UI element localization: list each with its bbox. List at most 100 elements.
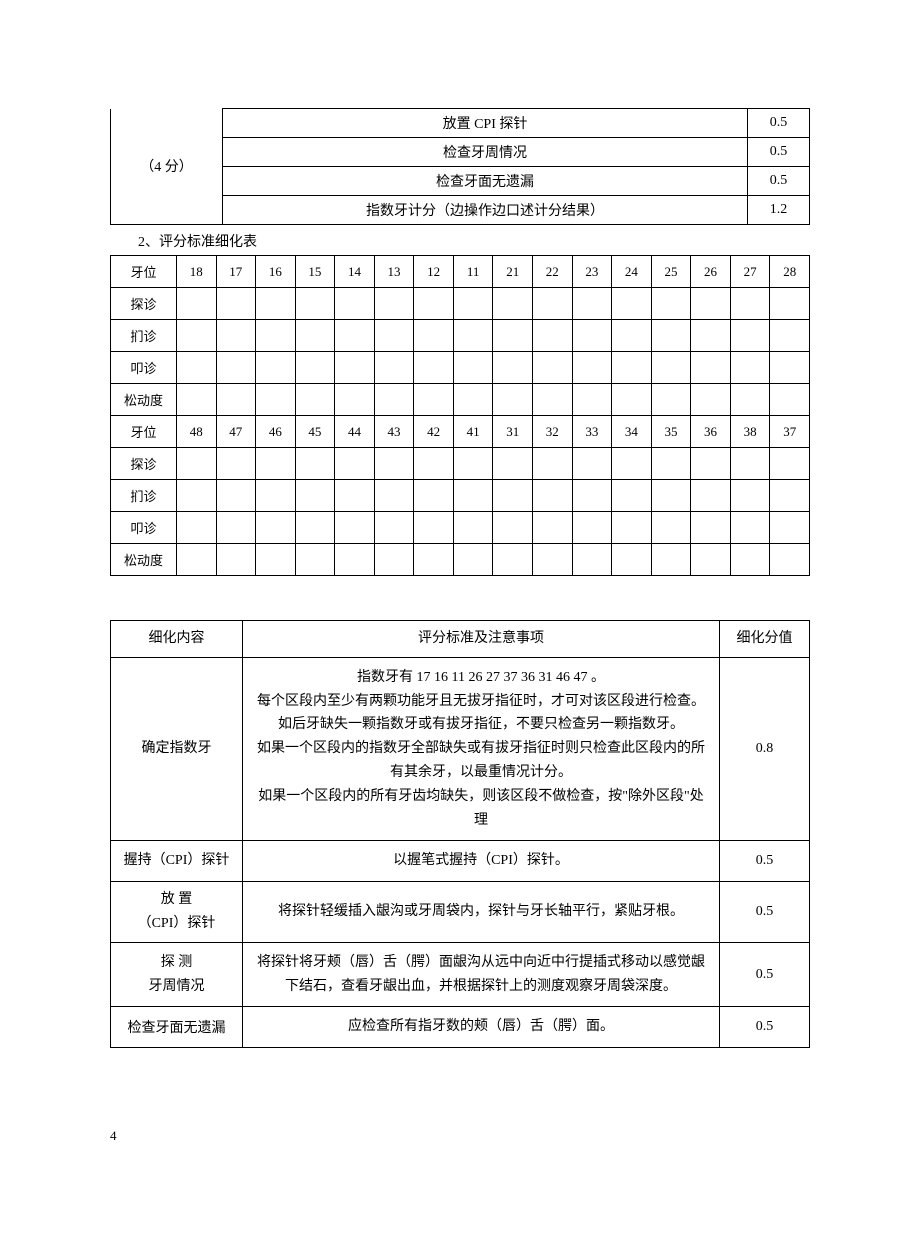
empty-cell bbox=[493, 448, 533, 480]
empty-cell bbox=[533, 320, 573, 352]
empty-cell bbox=[295, 320, 335, 352]
tooth-number-cell: 42 bbox=[414, 416, 454, 448]
empty-cell bbox=[691, 288, 731, 320]
empty-cell bbox=[453, 320, 493, 352]
empty-cell bbox=[216, 384, 256, 416]
empty-cell bbox=[453, 544, 493, 576]
empty-cell bbox=[612, 480, 652, 512]
tooth-number-cell: 15 bbox=[295, 256, 335, 288]
empty-cell bbox=[691, 480, 731, 512]
empty-cell bbox=[414, 448, 454, 480]
empty-cell bbox=[453, 512, 493, 544]
empty-cell bbox=[453, 448, 493, 480]
empty-cell bbox=[295, 288, 335, 320]
tooth-number-cell: 23 bbox=[572, 256, 612, 288]
row-label: 松动度 bbox=[111, 384, 177, 416]
table-row: 叩诊 bbox=[111, 512, 810, 544]
section-heading: 2、评分标准细化表 bbox=[138, 231, 810, 251]
empty-cell bbox=[493, 320, 533, 352]
tooth-number-cell: 45 bbox=[295, 416, 335, 448]
empty-cell bbox=[295, 384, 335, 416]
empty-cell bbox=[493, 352, 533, 384]
empty-cell bbox=[453, 352, 493, 384]
empty-cell bbox=[374, 288, 414, 320]
empty-cell bbox=[533, 480, 573, 512]
empty-cell bbox=[216, 480, 256, 512]
empty-cell bbox=[414, 480, 454, 512]
table-row: 扪诊 bbox=[111, 480, 810, 512]
empty-cell bbox=[770, 544, 810, 576]
spacer bbox=[110, 576, 810, 620]
criteria-cell: 将探针将牙颊（唇）舌（腭）面龈沟从远中向近中行提插式移动以感觉龈下结石，查看牙龈… bbox=[243, 942, 720, 1007]
empty-cell bbox=[335, 480, 375, 512]
tooth-number-cell: 18 bbox=[176, 256, 216, 288]
empty-cell bbox=[374, 480, 414, 512]
tooth-number-cell: 34 bbox=[612, 416, 652, 448]
empty-cell bbox=[295, 352, 335, 384]
tooth-number-cell: 31 bbox=[493, 416, 533, 448]
empty-cell bbox=[493, 512, 533, 544]
tooth-number-cell: 47 bbox=[216, 416, 256, 448]
empty-cell bbox=[414, 320, 454, 352]
header-detail-content: 细化内容 bbox=[111, 621, 243, 658]
tooth-number-cell: 36 bbox=[691, 416, 731, 448]
empty-cell bbox=[770, 512, 810, 544]
row-label: 松动度 bbox=[111, 544, 177, 576]
empty-cell bbox=[453, 384, 493, 416]
empty-cell bbox=[216, 544, 256, 576]
empty-cell bbox=[691, 352, 731, 384]
score-desc: 指数牙计分（边操作边口述计分结果） bbox=[223, 196, 748, 225]
tooth-number-cell: 35 bbox=[651, 416, 691, 448]
empty-cell bbox=[216, 352, 256, 384]
empty-cell bbox=[256, 512, 296, 544]
empty-cell bbox=[770, 288, 810, 320]
empty-cell bbox=[176, 288, 216, 320]
score-value: 0.5 bbox=[748, 109, 810, 138]
table-row: （4 分） 放置 CPI 探针 0.5 bbox=[111, 109, 810, 138]
tooth-number-cell: 17 bbox=[216, 256, 256, 288]
criteria-cell: 指数牙有 17 16 11 26 27 37 36 31 46 47 。 每个区… bbox=[243, 657, 720, 841]
empty-cell bbox=[770, 320, 810, 352]
empty-cell bbox=[414, 352, 454, 384]
score-desc: 检查牙面无遗漏 bbox=[223, 167, 748, 196]
empty-cell bbox=[414, 384, 454, 416]
criteria-cell: 应检查所有指牙数的颊（唇）舌（腭）面。 bbox=[243, 1007, 720, 1048]
table-row: 扪诊 bbox=[111, 320, 810, 352]
empty-cell bbox=[572, 448, 612, 480]
empty-cell bbox=[216, 320, 256, 352]
tooth-number-cell: 43 bbox=[374, 416, 414, 448]
empty-cell bbox=[176, 480, 216, 512]
empty-cell bbox=[651, 448, 691, 480]
table-row: 确定指数牙指数牙有 17 16 11 26 27 37 36 31 46 47 … bbox=[111, 657, 810, 841]
empty-cell bbox=[612, 384, 652, 416]
tooth-number-cell: 46 bbox=[256, 416, 296, 448]
empty-cell bbox=[770, 384, 810, 416]
tooth-number-cell: 13 bbox=[374, 256, 414, 288]
tooth-number-cell: 26 bbox=[691, 256, 731, 288]
tooth-number-cell: 25 bbox=[651, 256, 691, 288]
empty-cell bbox=[374, 352, 414, 384]
empty-cell bbox=[493, 480, 533, 512]
scoring-table-1: （4 分） 放置 CPI 探针 0.5 检查牙周情况 0.5 检查牙面无遗漏 0… bbox=[110, 108, 810, 225]
empty-cell bbox=[572, 544, 612, 576]
table-header-row: 细化内容 评分标准及注意事项 细化分值 bbox=[111, 621, 810, 658]
tooth-number-cell: 12 bbox=[414, 256, 454, 288]
criteria-cell: 以握笔式握持（CPI）探针。 bbox=[243, 841, 720, 882]
page-number: 4 bbox=[110, 1128, 810, 1144]
empty-cell bbox=[176, 384, 216, 416]
tooth-number-cell: 38 bbox=[730, 416, 770, 448]
row-label: 探诊 bbox=[111, 288, 177, 320]
tooth-number-cell: 16 bbox=[256, 256, 296, 288]
page-content: （4 分） 放置 CPI 探针 0.5 检查牙周情况 0.5 检查牙面无遗漏 0… bbox=[0, 0, 920, 1144]
criteria-cell: 将探针轻缓插入龈沟或牙周袋内，探针与牙长轴平行，紧贴牙根。 bbox=[243, 882, 720, 943]
empty-cell bbox=[770, 448, 810, 480]
empty-cell bbox=[612, 448, 652, 480]
empty-cell bbox=[691, 320, 731, 352]
empty-cell bbox=[256, 384, 296, 416]
empty-cell bbox=[730, 480, 770, 512]
row-label: 扪诊 bbox=[111, 320, 177, 352]
header-criteria: 评分标准及注意事项 bbox=[243, 621, 720, 658]
empty-cell bbox=[374, 512, 414, 544]
empty-cell bbox=[612, 352, 652, 384]
empty-cell bbox=[651, 320, 691, 352]
